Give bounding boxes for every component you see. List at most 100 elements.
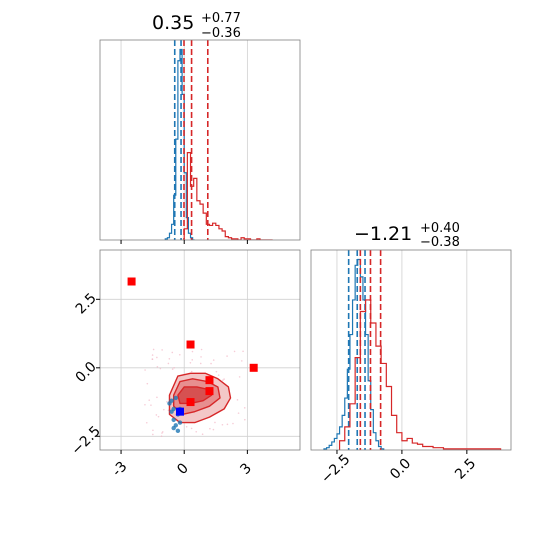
scatter-point — [232, 422, 234, 425]
scatter-point — [200, 356, 202, 358]
scatter-point — [189, 361, 192, 364]
scatter-point — [163, 408, 165, 411]
scatter-point — [160, 435, 163, 438]
bottom-right-grid — [336, 250, 468, 450]
scatter-point — [233, 350, 236, 353]
scatter-point — [238, 376, 241, 378]
scatter-point — [212, 359, 215, 361]
scatter-point — [144, 369, 146, 371]
x-tick-label: 3 — [237, 460, 255, 478]
top-left-frame — [99, 39, 301, 241]
scatter-point — [159, 367, 162, 370]
scatter-point — [152, 348, 155, 351]
scatter-point — [156, 365, 159, 368]
scatter-point — [144, 403, 146, 406]
scatter-point — [152, 433, 154, 436]
y-tick-label: 2.5 — [73, 290, 100, 317]
histogram-step-blue — [164, 48, 195, 240]
bottom-left-scatter-panel: -3 0 3 −2.5 0.0 2.5 — [69, 249, 301, 480]
scatter-point — [217, 374, 220, 376]
scatter-point — [195, 430, 198, 433]
blue-density-point — [169, 398, 174, 403]
scatter-point — [199, 362, 202, 365]
blue-density-point — [171, 406, 176, 412]
scatter-point — [240, 360, 243, 362]
scatter-point — [222, 379, 224, 381]
scatter-point — [148, 399, 151, 401]
blue-density-point — [171, 425, 176, 431]
red-marker — [249, 363, 258, 372]
x-tick-label: 0.0 — [387, 456, 414, 483]
y-tick-label: −2.5 — [69, 423, 104, 458]
blue-marker — [176, 407, 184, 416]
histogram-step-red — [183, 152, 273, 240]
scatter-point — [236, 399, 239, 401]
right-hist-title-lower-error: −0.38 — [420, 235, 460, 250]
scatter-point — [223, 378, 225, 380]
bottom-right-ticks: −2.5 0.0 2.5 — [318, 450, 479, 487]
blue-density-point — [171, 417, 176, 423]
red-marker — [205, 387, 214, 396]
top-hist-title-lower-error: −0.36 — [201, 26, 241, 41]
scatter-point — [201, 433, 204, 435]
scatter-point — [221, 423, 224, 426]
scatter-point — [244, 418, 246, 421]
x-tick-label: 2.5 — [452, 456, 479, 483]
scatter-point — [215, 370, 218, 373]
scatter-point — [210, 362, 212, 365]
scatter-point — [243, 407, 246, 409]
scatter-point — [200, 348, 203, 351]
scatter-point — [191, 350, 194, 353]
scatter-point — [166, 400, 168, 403]
x-tick-label: −2.5 — [318, 451, 353, 486]
scatter-point — [168, 357, 171, 360]
scatter-point — [151, 354, 154, 356]
bottom-left-frame — [99, 249, 301, 451]
scatter-point — [157, 415, 160, 418]
x-tick-label: 0 — [174, 460, 192, 478]
scatter-point — [237, 412, 240, 414]
bottom-right-frame — [310, 249, 512, 451]
blue-density-point — [173, 395, 178, 401]
right-hist-title-value: −1.21 — [354, 223, 412, 245]
scatter-point — [155, 414, 158, 416]
scatter-point — [190, 370, 193, 373]
scatter-point — [209, 427, 211, 430]
y-tick-label: 0.0 — [73, 359, 100, 386]
histogram-step-blue — [323, 258, 385, 450]
scatter-point — [190, 427, 193, 430]
scatter-point — [226, 423, 229, 426]
scatter-point — [171, 351, 174, 354]
red-marker — [186, 340, 195, 349]
top-left-histogram-panel — [99, 39, 301, 244]
red-marker — [205, 376, 214, 385]
right-hist-title-upper-error: +0.40 — [420, 221, 460, 236]
scatter-point — [146, 382, 149, 385]
blue-density-point — [177, 420, 183, 425]
blue-density-point — [175, 428, 181, 434]
scatter-point — [171, 368, 174, 370]
scatter-point — [150, 404, 152, 406]
scatter-point — [212, 428, 215, 431]
scatter-point — [161, 431, 164, 433]
bottom-left-grid — [100, 250, 300, 450]
bottom-left-contours — [127, 277, 258, 438]
bottom-right-histograms — [323, 250, 502, 450]
scatter-point — [214, 421, 216, 424]
bottom-right-histogram-panel: −2.5 0.0 2.5 — [310, 249, 512, 487]
scatter-point — [151, 358, 154, 360]
x-tick-label: -3 — [109, 459, 130, 480]
red-marker — [127, 277, 136, 286]
scatter-point — [167, 362, 170, 365]
scatter-point — [191, 359, 194, 361]
top-hist-title-upper-error: +0.77 — [201, 11, 241, 26]
scatter-point — [173, 367, 175, 369]
scatter-point — [156, 356, 158, 359]
scatter-point — [242, 350, 244, 353]
scatter-point — [226, 355, 228, 357]
scatter-point — [152, 429, 154, 432]
contour-inner — [177, 386, 213, 405]
scatter-point — [161, 432, 163, 434]
top-hist-title-value: 0.35 — [152, 12, 194, 34]
